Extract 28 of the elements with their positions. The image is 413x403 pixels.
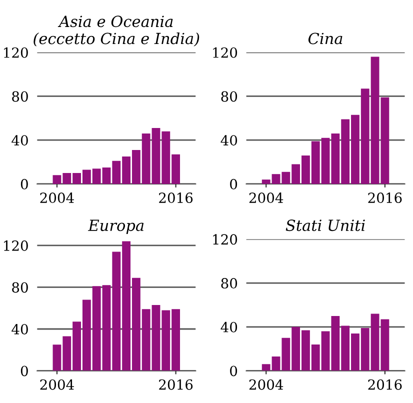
chart-title: Stati Uniti (286, 220, 365, 232)
chart-title: Cina (308, 32, 342, 44)
y-tick-label: 80 (221, 91, 238, 102)
y-tick-label: 0 (230, 178, 238, 190)
y-tick-label: 120 (213, 47, 238, 58)
x-tick-label: 2004 (40, 379, 74, 390)
y-tick-label: 120 (4, 47, 28, 58)
y-tick-label: 0 (230, 366, 238, 376)
y-tick-label: 0 (20, 366, 28, 376)
y-tick-label: 40 (220, 322, 238, 332)
chart-title: Asia e Oceania (eccetto Cina e India) (34, 16, 200, 46)
x-tick-label: 2004 (249, 379, 284, 390)
y-tick-label: 120 (4, 240, 28, 251)
y-tick-label: 0 (20, 178, 28, 190)
x-tick-label: 2004 (249, 192, 284, 204)
y-tick-label: 80 (12, 282, 28, 293)
y-tick-label: 40 (220, 135, 238, 146)
x-tick-label: 2016 (368, 379, 402, 390)
x-tick-label: 2016 (159, 192, 193, 204)
y-tick-label: 80 (12, 91, 28, 102)
y-tick-label: 80 (221, 278, 238, 289)
y-tick-label: 120 (213, 234, 238, 245)
x-tick-label: 2016 (159, 379, 193, 390)
x-tick-label: 2016 (368, 192, 402, 204)
chart-title: Europa (88, 220, 144, 234)
y-tick-label: 40 (12, 135, 28, 146)
y-tick-label: 40 (12, 324, 28, 334)
x-tick-label: 2004 (40, 192, 74, 204)
